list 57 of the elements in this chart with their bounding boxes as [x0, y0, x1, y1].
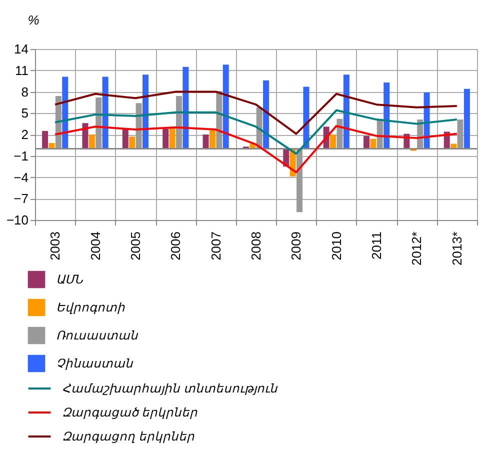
- x-tick-label: 2007: [208, 232, 224, 260]
- bar: [129, 136, 136, 149]
- bar: [303, 86, 310, 149]
- x-tick-label: 2010: [328, 232, 344, 260]
- bar: [88, 134, 95, 149]
- y-tick-label: −1: [14, 148, 28, 164]
- bar: [384, 82, 390, 149]
- line-series: [54, 109, 458, 155]
- x-tick-label: 2004: [88, 232, 103, 260]
- line-series: [54, 90, 458, 135]
- bar: [42, 130, 48, 149]
- legend-label: Զարգացող երկրներ: [62, 430, 194, 444]
- x-tick-label: 2013*: [449, 232, 464, 266]
- legend-label: Զարգացած երկրներ: [62, 406, 198, 420]
- x-tick-label: 2011: [369, 232, 384, 260]
- legend-label: Համաշխարհային տնտեսություն: [62, 382, 278, 396]
- bar: [370, 138, 376, 149]
- y-tick-label: 11: [15, 62, 28, 78]
- bar: [330, 134, 336, 149]
- y-tick-label: 2: [21, 127, 28, 142]
- legend-label: Ռուսաստան: [56, 328, 139, 342]
- bar: [457, 120, 464, 149]
- x-tick-label: 2003: [48, 232, 63, 260]
- y-tick-label: −4: [14, 170, 28, 185]
- bar: [82, 123, 88, 149]
- bar: [209, 130, 216, 149]
- bar: [222, 64, 229, 149]
- legend-label: Չինաստան: [56, 356, 134, 370]
- bar: [136, 103, 142, 149]
- y-tick-label: 14: [14, 42, 28, 56]
- bar: [336, 118, 343, 149]
- legend-label: ԱՄՆ: [56, 272, 84, 286]
- x-tick-label: 2008: [248, 232, 264, 260]
- x-tick-label: 2009: [288, 232, 304, 260]
- bar: [176, 96, 182, 149]
- y-tick-label: −7: [14, 191, 28, 206]
- bar: [162, 128, 169, 149]
- x-tick-label: 2006: [168, 232, 184, 260]
- y-axis-title: %: [28, 12, 40, 28]
- bar: [169, 128, 176, 149]
- bar: [343, 74, 350, 149]
- y-tick-label: 5: [21, 106, 28, 121]
- y-tick-label: 8: [21, 84, 28, 100]
- bar: [142, 74, 148, 149]
- x-tick-label: 2012*: [409, 232, 424, 266]
- bar: [263, 80, 270, 149]
- line-series: [54, 124, 458, 174]
- bar: [96, 97, 102, 149]
- bar: [182, 66, 189, 149]
- y-tick-label: −10: [6, 212, 28, 228]
- legend-label: Եվրոգոտի: [56, 300, 125, 314]
- bar: [364, 136, 370, 149]
- bar: [296, 148, 303, 212]
- x-tick-label: 2005: [128, 232, 143, 260]
- bar: [202, 134, 209, 149]
- bar: [464, 88, 470, 149]
- bar: [102, 76, 108, 149]
